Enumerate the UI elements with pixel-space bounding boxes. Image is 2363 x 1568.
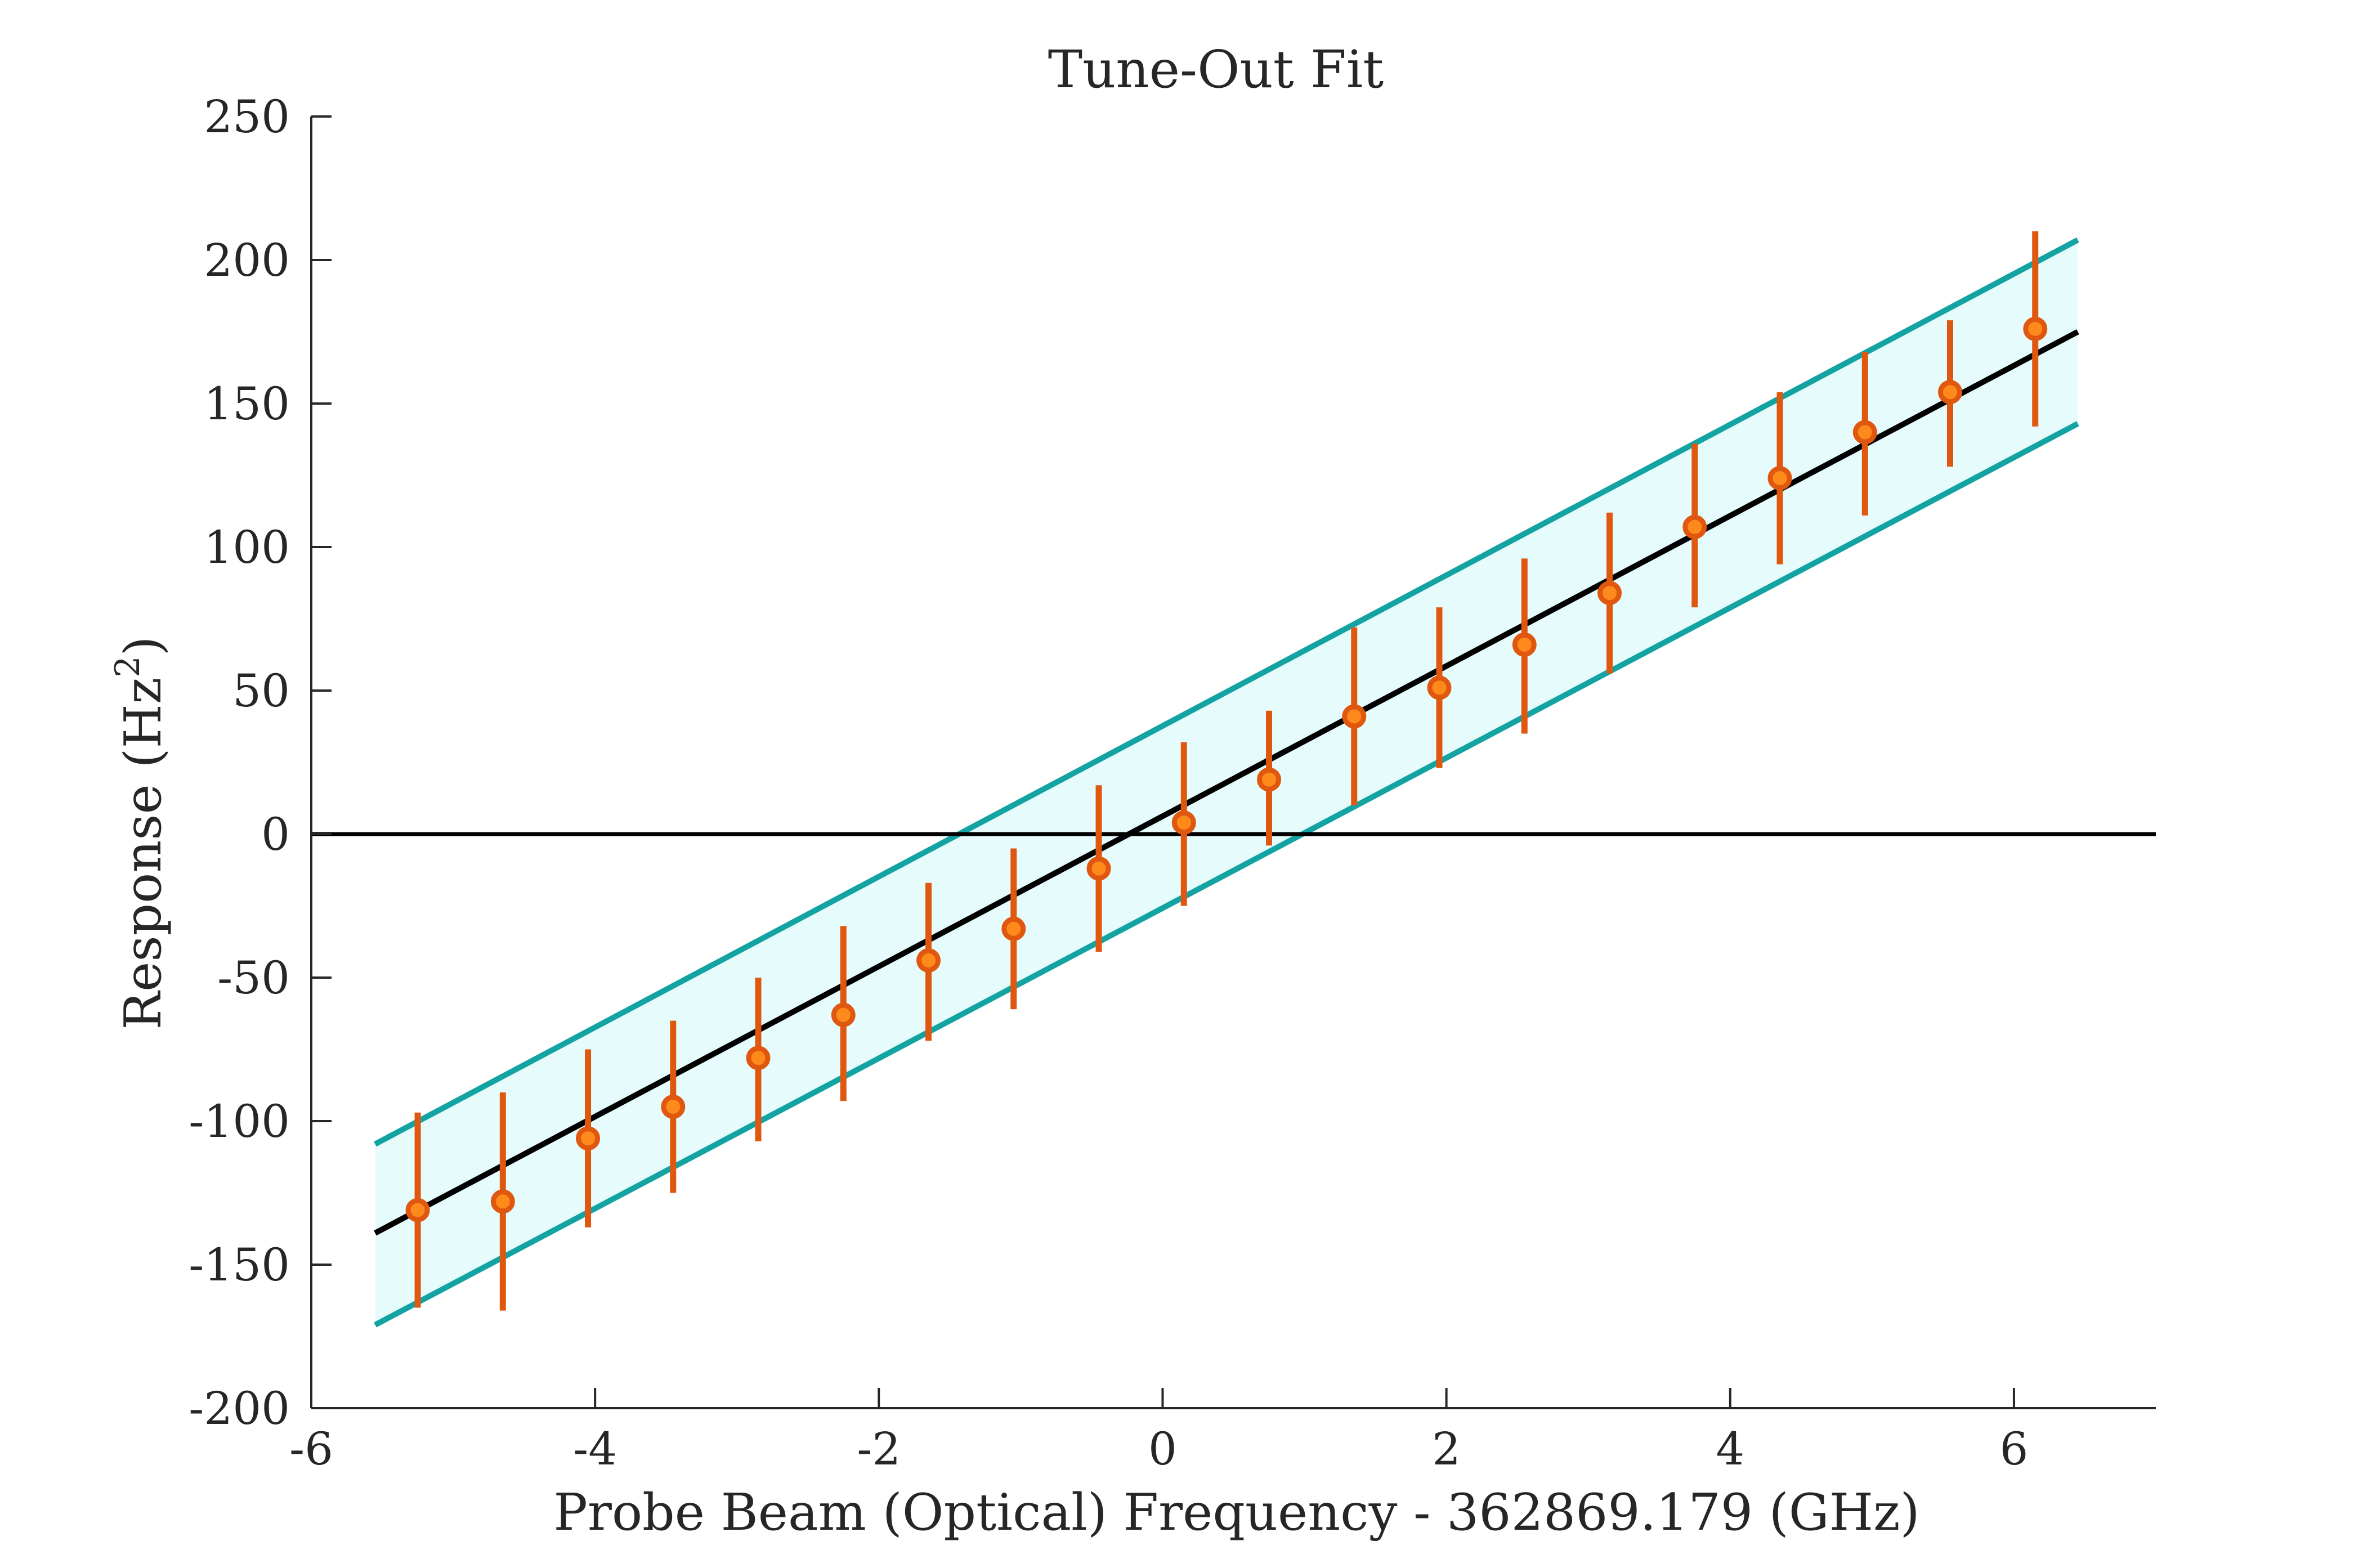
y-tick-label: -50 <box>217 952 290 1004</box>
data-point <box>831 1002 856 1027</box>
y-tick-label: 50 <box>232 665 290 717</box>
x-tick-label: 0 <box>1148 1423 1177 1475</box>
data-point <box>1086 856 1111 881</box>
x-tick-label: -2 <box>857 1423 901 1475</box>
axes <box>310 117 2156 1409</box>
y-tick-label: 0 <box>261 808 290 861</box>
y-axis-label-close: ) <box>114 636 173 656</box>
data-point <box>1767 466 1792 491</box>
data-points <box>405 316 2048 1222</box>
data-point <box>1937 380 1962 405</box>
x-axis-label: Probe Beam (Optical) Frequency - 362869.… <box>553 1483 1919 1542</box>
x-ticks: -6 -4 -2 0 2 4 6 <box>289 1388 2028 1475</box>
data-point <box>405 1198 430 1222</box>
band-lower-edge <box>374 421 2079 1328</box>
x-tick-label: -6 <box>289 1423 333 1475</box>
fit-line <box>374 329 2079 1236</box>
y-axis-label-main: Response (Hz <box>114 678 173 1030</box>
y-axis-label-superscript: 2 <box>108 656 147 677</box>
data-point <box>746 1046 771 1070</box>
data-point <box>1427 675 1452 700</box>
data-point <box>1001 916 1026 941</box>
data-point <box>661 1095 686 1119</box>
y-tick-label: 250 <box>204 91 290 143</box>
fit-line-group <box>374 329 2079 1236</box>
y-tick-label: -200 <box>189 1382 290 1435</box>
y-tick-label: 200 <box>204 234 290 286</box>
chart-title: Tune-Out Fit <box>1048 39 1384 100</box>
data-point <box>2023 316 2048 341</box>
x-tick-label: -4 <box>573 1423 617 1475</box>
data-point <box>916 948 941 973</box>
data-point <box>1257 767 1282 792</box>
data-point <box>576 1126 601 1151</box>
data-point <box>1597 581 1622 606</box>
data-point <box>1852 420 1877 445</box>
data-point <box>1512 632 1537 657</box>
data-point <box>1171 810 1196 835</box>
y-tick-label: 100 <box>204 521 290 574</box>
band-upper-edge <box>374 237 2079 1147</box>
data-point <box>490 1189 515 1214</box>
x-tick-label: 6 <box>1999 1423 2028 1475</box>
x-tick-label: 2 <box>1432 1423 1461 1475</box>
data-point <box>1342 704 1367 729</box>
y-axis-label: Response (Hz2) <box>108 636 173 1029</box>
y-ticks: -200 -150 -100 -50 0 50 100 150 200 250 <box>189 91 332 1435</box>
x-tick-label: 4 <box>1716 1423 1744 1475</box>
y-tick-label: 150 <box>204 378 290 430</box>
y-tick-label: -100 <box>189 1095 290 1148</box>
y-tick-label: -150 <box>189 1239 290 1291</box>
data-point <box>1682 514 1707 539</box>
